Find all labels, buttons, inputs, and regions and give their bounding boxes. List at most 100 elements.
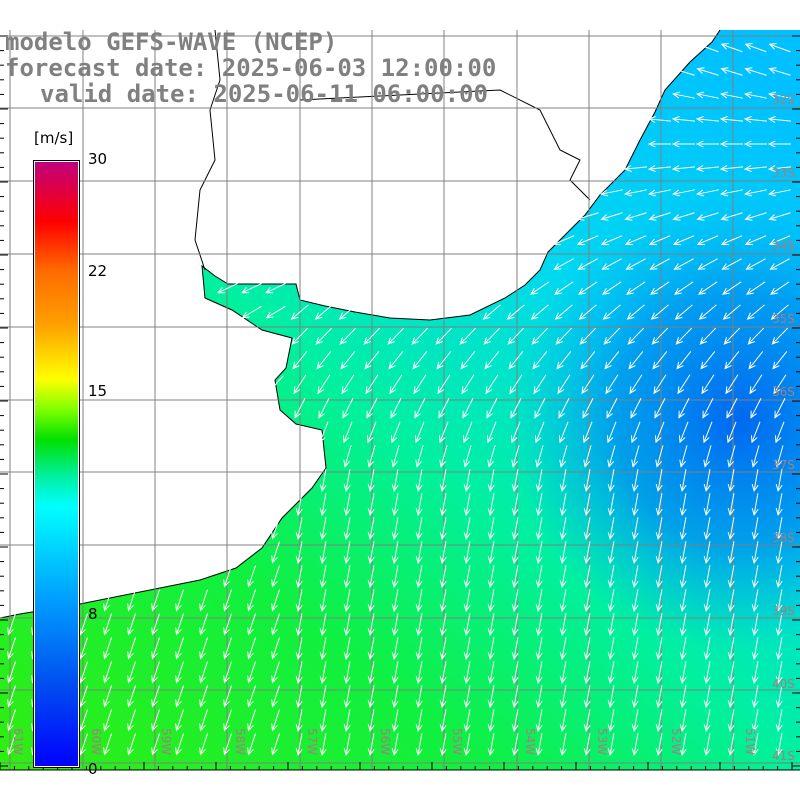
longitude-label: 51W (743, 728, 757, 755)
wind-arrow (696, 189, 719, 197)
wind-arrow (247, 733, 256, 756)
wind-arrow (343, 541, 351, 564)
wind-arrow (607, 517, 615, 540)
wind-arrow (652, 351, 668, 370)
wind-arrow (583, 541, 591, 564)
wind-arrow (727, 733, 735, 756)
wind-arrow (103, 661, 112, 684)
wind-arrow (463, 709, 471, 732)
wind-arrow (511, 685, 519, 708)
wind-arrow (583, 493, 591, 516)
colorbar-tick: 30 (88, 150, 108, 168)
wind-arrow (223, 685, 232, 708)
wind-arrow (768, 91, 791, 99)
wind-arrow (750, 421, 761, 444)
wind-arrow (696, 43, 719, 53)
wind-arrow (486, 397, 498, 419)
wind-arrow (223, 709, 232, 732)
wind-arrow (343, 709, 351, 732)
wind-arrow (511, 613, 519, 636)
wind-arrow (151, 613, 160, 636)
wind-arrow (223, 613, 232, 636)
wind-arrow (103, 589, 112, 612)
wind-arrow (583, 613, 591, 636)
wind-arrow (723, 327, 741, 345)
wind-arrow (577, 281, 598, 295)
wind-arrow (727, 517, 735, 540)
wind-arrow (151, 685, 160, 708)
wind-arrow (271, 589, 280, 612)
wind-arrow (703, 517, 711, 540)
wind-arrow (366, 397, 378, 419)
wind-arrow (463, 445, 472, 468)
wind-arrow (340, 351, 356, 370)
wind-arrow (535, 613, 543, 636)
wind-arrow (319, 493, 327, 516)
wind-arrow (318, 397, 330, 419)
wind-arrow (559, 637, 567, 660)
wind-arrow (751, 469, 759, 492)
wind-arrow (412, 351, 428, 370)
wind-arrow (343, 445, 352, 468)
wind-arrow (217, 282, 239, 294)
wind-arrow (439, 517, 447, 540)
wind-arrow (342, 397, 354, 419)
wind-arrow (607, 469, 615, 492)
wind-arrow (675, 327, 693, 345)
graticule (0, 30, 800, 770)
wind-arrow (751, 493, 759, 516)
wind-arrow (295, 685, 303, 708)
wind-arrow (389, 374, 403, 395)
wind-arrow (583, 661, 591, 684)
wind-arrow (600, 235, 623, 246)
wind-arrow (367, 709, 375, 732)
wind-arrow (436, 351, 452, 370)
wind-arrow (367, 445, 376, 468)
wind-arrow (223, 733, 232, 756)
wind-arrow (415, 661, 423, 684)
wind-arrow (751, 661, 759, 684)
latitude-label: 34S (772, 239, 795, 253)
wind-arrow (439, 589, 447, 612)
wind-arrow (247, 709, 256, 732)
wind-arrow (703, 637, 711, 660)
wind-arrow (648, 235, 671, 246)
wind-arrow (647, 140, 671, 148)
wind-arrow (271, 637, 280, 660)
wind-arrow (295, 589, 303, 612)
wind-arrow (653, 374, 667, 395)
wind-arrow (581, 374, 595, 395)
wind-arrow (631, 469, 639, 492)
wind-arrow (319, 733, 327, 756)
wind-arrow (487, 637, 495, 660)
wind-arrow (343, 733, 351, 756)
wind-arrow (414, 397, 426, 419)
wind-arrow (535, 445, 544, 468)
wind-arrow (695, 140, 719, 148)
wind-arrow (343, 517, 351, 540)
wind-arrow (529, 281, 550, 295)
wind-arrow (367, 637, 375, 660)
wind-arrow (553, 258, 574, 270)
wind-arrow (553, 281, 574, 295)
wind-arrow (175, 661, 184, 684)
wind-arrow (341, 374, 355, 395)
wind-arrow (415, 709, 423, 732)
wind-arrow (7, 709, 16, 732)
wind-arrow (649, 258, 670, 270)
wind-arrow (727, 541, 735, 564)
wind-arrow (367, 685, 375, 708)
wind-arrow (751, 445, 760, 468)
wind-arrow (535, 733, 543, 756)
wind-arrow (651, 327, 669, 345)
wind-arrow (367, 589, 375, 612)
wind-arrow (487, 469, 495, 492)
wind-arrow (647, 116, 671, 123)
wind-arrow (576, 235, 599, 246)
wind-arrow (768, 67, 791, 76)
wind-arrow (511, 517, 519, 540)
wind-arrow (319, 613, 327, 636)
wind-arrow (703, 469, 711, 492)
wind-arrow (679, 709, 687, 732)
wind-arrow (439, 469, 447, 492)
